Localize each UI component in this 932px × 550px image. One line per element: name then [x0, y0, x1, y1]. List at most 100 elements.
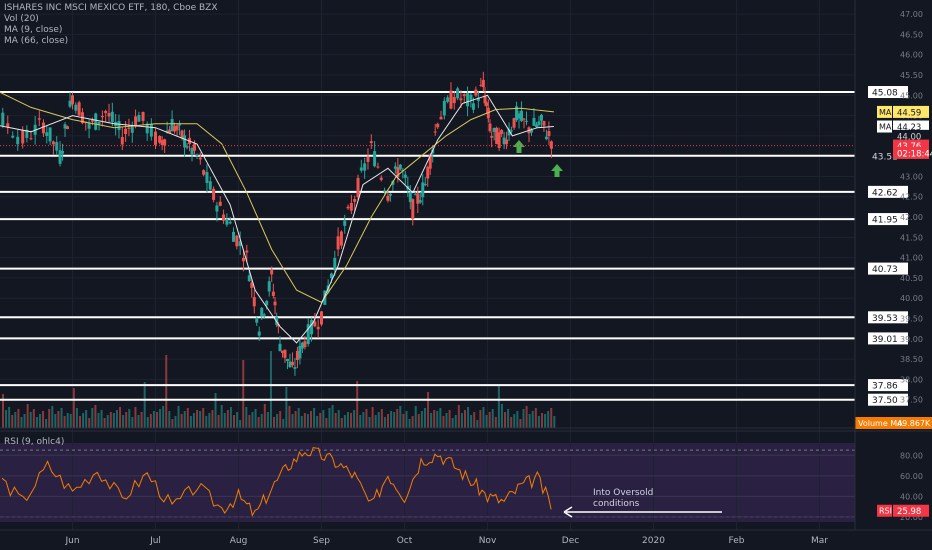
volume-bar [149, 414, 152, 428]
volume-bar [32, 409, 35, 428]
candle-body [532, 117, 536, 126]
volume-bar [152, 411, 155, 428]
volume-bar [248, 415, 251, 428]
price-axis-tick: 41.50 [900, 233, 923, 242]
candle-body [107, 113, 111, 117]
volume-bar [131, 417, 134, 428]
price-label: 44.00 [897, 132, 921, 142]
candle-body [502, 137, 506, 145]
price-label-box [893, 129, 929, 142]
candle-body [456, 88, 460, 99]
volume-bar [48, 409, 51, 428]
volume-bar [66, 413, 69, 428]
candle-body [215, 205, 219, 212]
volume-bar [417, 414, 420, 428]
volume-bar [236, 412, 239, 428]
volume-bar [180, 414, 183, 428]
candle-body [515, 106, 519, 121]
candle-body [154, 131, 157, 145]
volume-bar [220, 405, 223, 428]
candle-body [379, 177, 383, 180]
volume-bar [550, 408, 553, 428]
candle-body [373, 151, 377, 167]
candle-body [185, 146, 189, 148]
candle-body [168, 129, 172, 134]
candle-body [145, 123, 149, 134]
volume-bar [470, 415, 473, 428]
candle-body [97, 121, 101, 125]
volume-bar [29, 412, 32, 428]
candle-body [285, 358, 289, 362]
candle-body [149, 124, 153, 137]
volume-bar [285, 387, 288, 428]
volume-bar [510, 417, 513, 428]
candle-body [205, 171, 209, 183]
volume-bar [159, 409, 162, 428]
candle-body [386, 195, 390, 201]
level-label: 39.53 [872, 314, 898, 324]
volume-bar [128, 409, 131, 428]
volume-bar [414, 406, 417, 428]
candle-body [290, 361, 294, 366]
volume-bar [174, 416, 177, 428]
volume-bar [359, 415, 362, 428]
volume-bar [183, 411, 186, 428]
volume-bar [313, 408, 316, 428]
volume-bar [239, 420, 242, 428]
volume-bar [362, 412, 365, 428]
candle-body [58, 150, 62, 164]
candle-body [442, 100, 446, 116]
candle-body [517, 113, 521, 119]
volume-bar [251, 412, 254, 428]
volume-bar [79, 416, 81, 428]
candle-body [333, 257, 337, 269]
volume-bar [156, 412, 158, 428]
candle-body [474, 89, 478, 96]
candle-body [408, 192, 412, 203]
time-axis-tick: Dec [562, 536, 579, 546]
level-label-box [868, 379, 908, 392]
volume-bar [82, 413, 85, 428]
candle-body [544, 136, 548, 140]
volume-bar [553, 416, 556, 428]
volume-bar [537, 416, 540, 428]
candle-body [175, 125, 179, 131]
candle-body [300, 342, 304, 349]
volume-bar [337, 410, 340, 428]
volume-bar [42, 411, 45, 428]
candle-body [403, 174, 407, 178]
volume-bar [279, 411, 282, 428]
volume-bar [257, 417, 260, 428]
candle-body [178, 124, 182, 126]
candle-body [376, 166, 380, 168]
volume-bar [405, 411, 408, 428]
candle-body [66, 126, 70, 130]
volume-bar [115, 410, 118, 428]
volume-bar [122, 415, 125, 428]
volume-bar [350, 413, 353, 428]
volume-bar [63, 416, 66, 428]
volume-bar [374, 415, 377, 428]
volume-bar [303, 413, 306, 428]
volume-bar [282, 419, 285, 428]
volume-bar [60, 408, 63, 428]
candle-body [134, 116, 138, 127]
candle-body [421, 182, 425, 198]
candle-body [485, 102, 489, 106]
volume-bar [199, 411, 202, 428]
time-axis-tick: Sep [313, 536, 330, 546]
volume-bar [436, 411, 439, 428]
volume-bar [522, 409, 525, 428]
ma66-line [0, 91, 554, 303]
candle-body [29, 138, 33, 140]
candle-body [21, 130, 25, 144]
candle-body [265, 300, 269, 306]
volume-bar [297, 408, 300, 428]
candle-body [537, 121, 541, 125]
candle-body [127, 127, 131, 129]
volume-bar [442, 416, 445, 428]
candle-body [267, 281, 271, 292]
volume-bar [353, 410, 356, 428]
